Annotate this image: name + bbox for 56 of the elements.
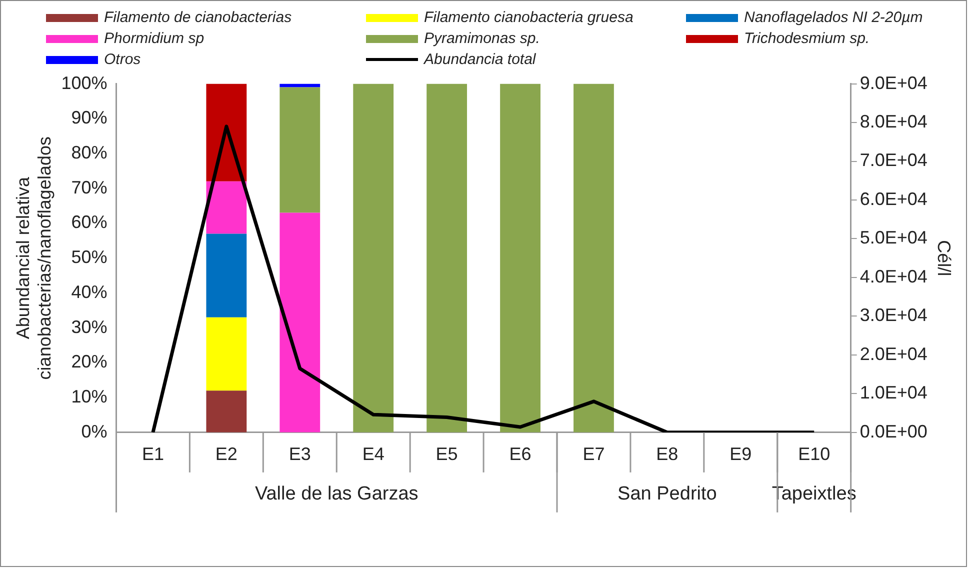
- bar: [353, 84, 394, 432]
- legend-label: Nanoflagelados NI 2-20µm: [744, 9, 923, 26]
- legend-label: Otros: [104, 51, 141, 68]
- bar: [206, 317, 247, 391]
- bar: [280, 87, 320, 213]
- bar: [426, 84, 468, 432]
- bar: [206, 84, 247, 182]
- x-tick-label: E8: [656, 444, 678, 464]
- x-tick-label: E2: [215, 444, 238, 464]
- y2-tick-label: 6.0E+04: [860, 188, 928, 209]
- y-tick-label: 60%: [71, 212, 108, 232]
- y2-tick-label: 1.0E+04: [860, 382, 928, 403]
- y-tick-label: 30%: [71, 316, 108, 337]
- legend-label: Pyramimonas sp.: [424, 30, 540, 47]
- y-tick-label: 90%: [71, 108, 108, 128]
- y2-tick-label: 3.0E+04: [860, 305, 928, 326]
- x-tick-label: E4: [362, 444, 384, 464]
- y2-axis-title: Cél/l: [934, 240, 954, 276]
- legend-label: Abundancia total: [424, 51, 536, 68]
- legend-label: Filamento cianobacteria gruesa: [424, 9, 634, 26]
- legend-label: Phormidium sp: [104, 30, 204, 47]
- y-axis-title: Abundancial relativa cianobacterias/nanoflagelados: [12, 136, 54, 380]
- bar: [206, 234, 247, 318]
- y2-tick-label: 4.0E+04: [860, 266, 928, 286]
- text: San Pedrito: [618, 484, 717, 505]
- bar: [574, 84, 614, 432]
- x-tick-label: E7: [582, 444, 605, 464]
- y2-tick-label: 5.0E+04: [860, 228, 928, 248]
- y-tick-label: 0%: [81, 421, 108, 442]
- y2-tick-label: 7.0E+04: [860, 150, 928, 170]
- bar: [500, 84, 540, 432]
- y-tick-label: 50%: [71, 247, 108, 268]
- text: Valle de las Garzas: [254, 484, 418, 505]
- x-tick-label: E6: [509, 444, 532, 464]
- bar: [280, 84, 320, 88]
- y2-tick-label: 9.0E+04: [860, 72, 928, 93]
- x-tick-label: E9: [730, 444, 752, 464]
- y-tick-label: 40%: [71, 282, 108, 302]
- y2-tick-label: 8.0E+04: [860, 112, 928, 132]
- y2-tick-label: 0.0E+00: [860, 421, 928, 442]
- bar: [206, 390, 247, 432]
- y-tick-label: 20%: [71, 352, 108, 372]
- x-tick-label: E10: [798, 444, 830, 464]
- y-tick-label: 100%: [61, 72, 108, 93]
- bar: [206, 181, 247, 234]
- x-tick-label: E3: [288, 444, 311, 464]
- x-tick-label: E1: [142, 444, 164, 464]
- legend-label: Trichodesmium sp.: [744, 30, 870, 47]
- y-tick-label: 10%: [71, 386, 108, 407]
- y-tick-label: 80%: [71, 142, 108, 162]
- y-tick-label: 70%: [71, 177, 108, 198]
- bar: [280, 212, 320, 432]
- x-tick-label: E5: [436, 444, 458, 464]
- legend-label: Filamento de cianobacterias: [104, 9, 292, 26]
- text: Tapeixtles: [772, 484, 856, 505]
- y2-tick-label: 2.0E+04: [860, 344, 928, 364]
